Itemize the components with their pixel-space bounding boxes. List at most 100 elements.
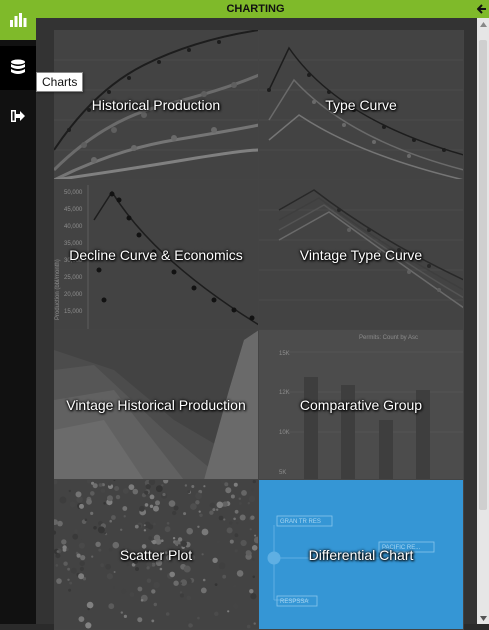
scatter-point xyxy=(121,588,127,594)
scatter-point xyxy=(143,524,146,527)
sign-out-button[interactable] xyxy=(0,94,36,138)
scatter-point xyxy=(137,524,142,528)
bar-chart-icon xyxy=(10,13,27,27)
scatter-point xyxy=(111,515,116,520)
tile-comparative-group[interactable]: Permits: Count by Asc 15K 12K 10K 5K Com xyxy=(259,330,464,480)
scatter-point xyxy=(197,525,200,528)
scatter-point xyxy=(155,559,163,566)
scatter-point xyxy=(236,521,239,525)
arrow-left-icon xyxy=(477,4,486,14)
scatter-point xyxy=(164,551,168,555)
scatter-point xyxy=(100,563,104,568)
scatter-point xyxy=(224,482,229,487)
scroll-up-button[interactable] xyxy=(477,18,489,30)
scatter-point xyxy=(91,555,94,558)
scatter-point xyxy=(183,565,191,573)
scatter-point xyxy=(149,494,155,500)
tile-historical-production[interactable]: Historical Production xyxy=(54,30,259,180)
tile-decline-curve-economics[interactable]: 50,000 45,000 40,000 35,000 30,000 25,00… xyxy=(54,180,259,330)
scatter-point xyxy=(187,620,190,623)
scatter-point xyxy=(203,485,206,488)
scatter-point xyxy=(144,503,149,507)
tick-label: 15K xyxy=(279,351,290,357)
scatter-point xyxy=(234,549,238,553)
tile-overlay xyxy=(54,180,258,329)
tile-overlay xyxy=(54,480,258,629)
scroll-down-button[interactable] xyxy=(477,612,489,624)
scatter-point xyxy=(140,485,144,489)
tick-label: 5K xyxy=(279,470,286,476)
scatter-point xyxy=(100,488,106,493)
scatter-point xyxy=(216,508,219,511)
scatter-point xyxy=(131,563,136,567)
scatter-point xyxy=(79,560,85,567)
scatter-point xyxy=(67,567,70,571)
scatter-point xyxy=(90,491,95,496)
scatter-point xyxy=(155,538,162,545)
scatter-point xyxy=(69,581,73,585)
scatter-point xyxy=(120,611,124,614)
scatter-point xyxy=(249,528,252,531)
scatter-point xyxy=(202,578,206,582)
scatter-point xyxy=(250,593,257,600)
scatter-point xyxy=(151,562,156,567)
tile-vintage-historical-production[interactable]: Vintage Historical Production xyxy=(54,330,259,480)
scatter-point xyxy=(152,539,157,545)
scatter-point xyxy=(55,564,59,567)
scatter-point xyxy=(197,616,200,620)
charts-nav-button[interactable] xyxy=(0,46,36,90)
comparative-group-thumbnail: Permits: Count by Asc 15K 12K 10K 5K xyxy=(259,330,463,479)
scatter-point xyxy=(179,593,184,598)
scatter-point xyxy=(151,589,156,594)
scatter-point xyxy=(103,531,106,535)
scatter-point xyxy=(132,488,139,495)
scatter-point xyxy=(122,506,128,511)
scatter-point xyxy=(233,584,236,588)
scatter-point xyxy=(234,509,239,514)
scatter-point xyxy=(80,555,86,561)
tile-type-curve[interactable]: Type Curve xyxy=(259,30,464,180)
scatter-point xyxy=(69,501,76,508)
scatter-point xyxy=(106,573,113,580)
scatter-point xyxy=(144,490,149,495)
scatter-point xyxy=(54,530,57,535)
charts-tooltip: Charts xyxy=(36,72,84,92)
scatter-point xyxy=(153,522,156,526)
tile-label: Scatter Plot xyxy=(119,546,193,563)
scatter-point xyxy=(68,588,72,592)
scatter-point xyxy=(78,616,85,622)
scatter-point xyxy=(137,586,143,592)
scatter-point xyxy=(166,554,173,561)
scrollbar-thumb[interactable] xyxy=(479,40,487,510)
scatter-point xyxy=(252,480,256,484)
sidebar xyxy=(0,0,36,624)
collapse-button[interactable] xyxy=(475,0,489,18)
scatter-point xyxy=(229,521,233,525)
scatter-point xyxy=(225,487,232,494)
scatter-point xyxy=(238,497,241,500)
scatter-point xyxy=(250,515,255,520)
scatter-point xyxy=(68,489,71,493)
scatter-point xyxy=(162,492,166,497)
scatter-point xyxy=(146,578,152,583)
scatter-point xyxy=(162,558,166,563)
type-curve-thumbnail xyxy=(259,46,463,179)
scatter-point xyxy=(62,548,67,552)
tile-scatter-plot[interactable]: Scatter Plot xyxy=(54,480,259,630)
scatter-point xyxy=(149,504,154,508)
tick-label: 45,000 xyxy=(64,207,83,213)
scatter-point xyxy=(218,562,226,570)
scatter-point xyxy=(123,515,126,518)
scatter-point xyxy=(134,524,139,529)
app-logo[interactable] xyxy=(0,0,36,40)
vertical-scrollbar[interactable] xyxy=(477,18,489,624)
tick-label: 25,000 xyxy=(64,275,83,281)
scatter-point xyxy=(209,510,214,515)
scatter-point xyxy=(86,498,92,505)
tile-vintage-type-curve[interactable]: Vintage Type Curve xyxy=(259,180,464,330)
scatter-point xyxy=(249,589,254,594)
scatter-point xyxy=(112,585,116,589)
scatter-point xyxy=(230,494,235,499)
scatter-point xyxy=(252,558,255,561)
tile-differential-chart[interactable]: GRAN TR RES PACIFIC RE... RESPSSA Differ… xyxy=(259,480,464,630)
